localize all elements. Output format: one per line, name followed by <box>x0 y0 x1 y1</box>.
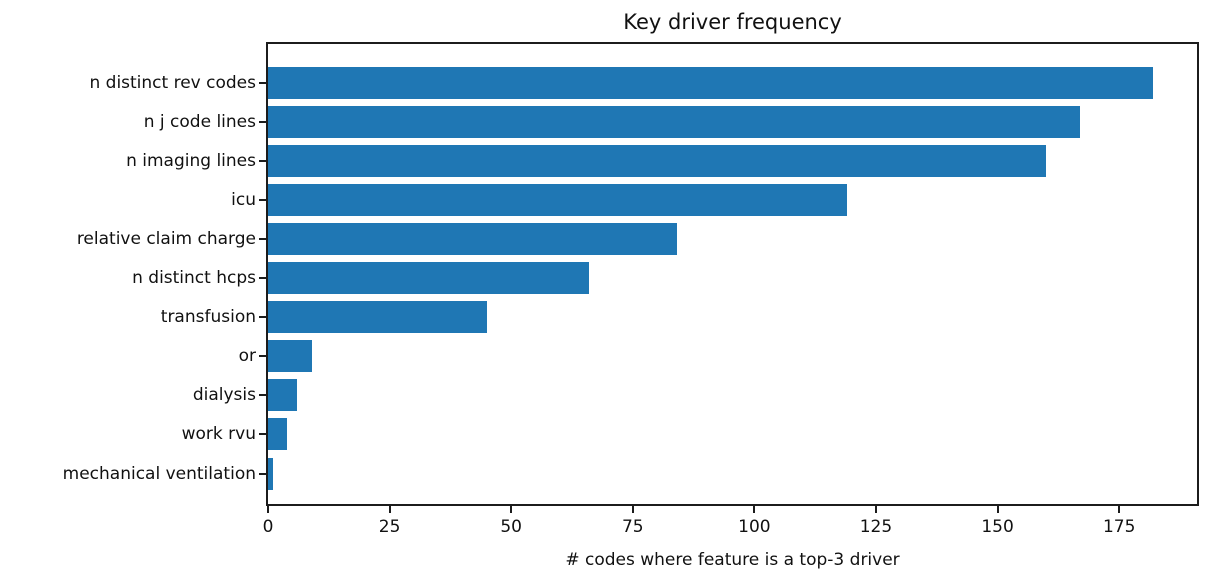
x-tick-label: 100 <box>738 517 771 537</box>
chart-title: Key driver frequency <box>623 10 842 34</box>
x-tick-label: 150 <box>981 517 1014 537</box>
y-tick-mark <box>259 472 266 475</box>
y-tick-mark <box>259 237 266 240</box>
y-tick-label: mechanical ventilation <box>62 463 256 484</box>
y-tick-label: relative claim charge <box>76 228 256 249</box>
bar-transfusion <box>268 301 487 334</box>
bar-icu <box>268 183 847 216</box>
x-tick-label: 125 <box>859 517 893 537</box>
x-axis-label: # codes where feature is a top-3 driver <box>565 550 900 570</box>
y-tick-label: n j code lines <box>143 111 256 132</box>
y-tick-label: n distinct hcps <box>132 268 256 288</box>
x-tick-mark <box>1118 506 1121 513</box>
y-tick-label: n distinct rev codes <box>89 72 256 93</box>
x-tick-label: 75 <box>621 517 644 537</box>
y-tick-label: dialysis <box>192 385 256 406</box>
y-tick-mark <box>259 159 266 162</box>
y-tick-mark <box>259 433 266 436</box>
y-tick-mark <box>259 394 266 397</box>
bar-n-distinct-hcps <box>268 262 590 294</box>
x-tick-mark <box>753 506 756 513</box>
bar-or <box>268 340 312 373</box>
bar-dialysis <box>268 379 298 412</box>
y-tick-mark <box>259 277 266 279</box>
y-tick-mark <box>259 198 266 201</box>
y-tick-label: or <box>238 346 256 367</box>
x-tick-mark <box>388 506 391 513</box>
x-tick-mark <box>510 506 513 513</box>
y-tick-label: work rvu <box>181 424 256 445</box>
x-tick-mark <box>996 506 999 513</box>
y-tick-label: icu <box>231 189 256 210</box>
bar-n-imaging-lines <box>268 144 1047 177</box>
x-tick-label: 25 <box>378 517 401 537</box>
bar-n-distinct-rev-codes <box>268 66 1154 99</box>
y-tick-mark <box>259 355 266 358</box>
bar-relative-claim-charge <box>268 222 677 255</box>
bar-work-rvu <box>268 418 288 451</box>
x-tick-mark <box>631 506 634 513</box>
y-tick-label: transfusion <box>160 307 256 328</box>
bar-mechanical-ventilation <box>268 457 273 490</box>
bar-n-j-code-lines <box>268 105 1081 138</box>
x-tick-mark <box>874 506 877 513</box>
x-tick-label: 50 <box>500 517 522 537</box>
y-tick-label: n imaging lines <box>126 150 256 171</box>
y-tick-mark <box>259 81 266 84</box>
y-tick-mark <box>259 316 266 319</box>
x-tick-mark <box>267 506 269 513</box>
x-tick-label: 0 <box>262 517 274 537</box>
x-tick-label: 175 <box>1102 517 1136 537</box>
y-tick-mark <box>259 120 266 123</box>
